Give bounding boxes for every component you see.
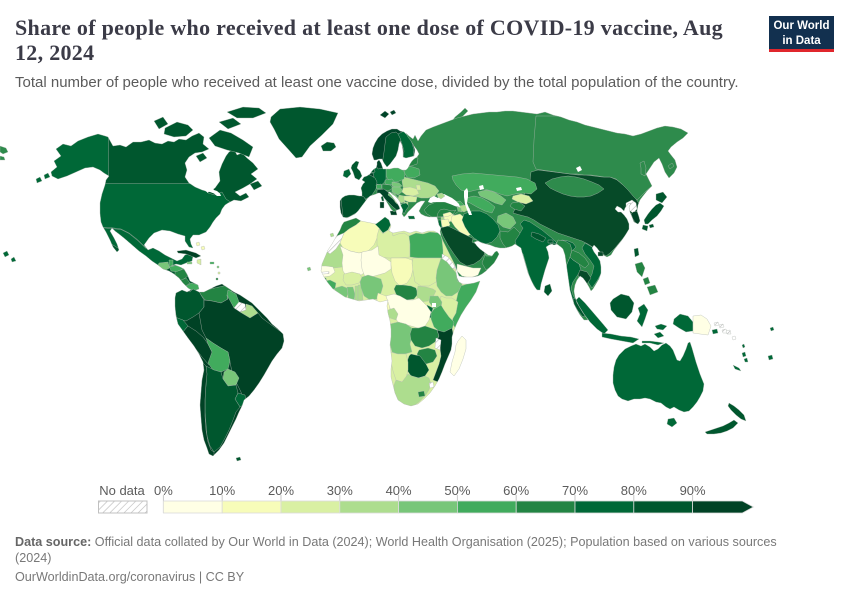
svg-text:60%: 60% xyxy=(503,483,529,498)
svg-text:20%: 20% xyxy=(268,483,294,498)
svg-text:0%: 0% xyxy=(154,483,173,498)
svg-text:70%: 70% xyxy=(562,483,588,498)
svg-text:80%: 80% xyxy=(621,483,647,498)
svg-text:50%: 50% xyxy=(444,483,470,498)
svg-text:No data: No data xyxy=(99,483,145,498)
svg-text:90%: 90% xyxy=(680,483,706,498)
svg-text:40%: 40% xyxy=(386,483,412,498)
svg-text:10%: 10% xyxy=(209,483,235,498)
svg-text:30%: 30% xyxy=(327,483,353,498)
